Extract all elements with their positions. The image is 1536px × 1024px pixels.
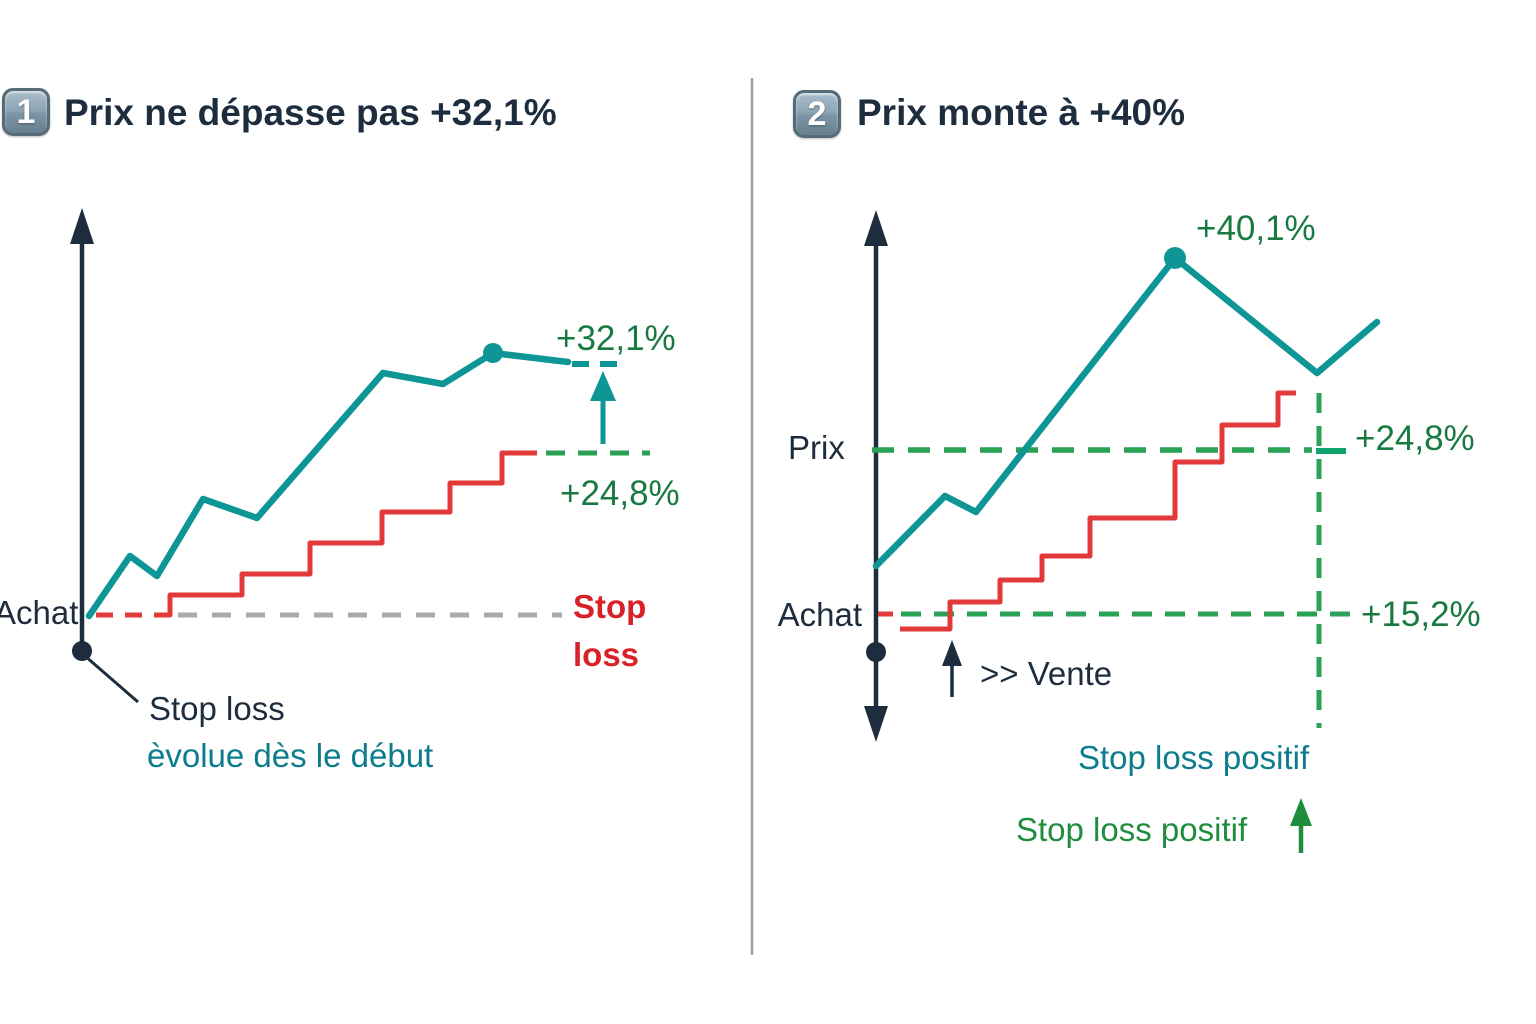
left-peak-percent-label: +32,1%: [556, 319, 676, 358]
left-panel-title: Prix ne dépasse pas +32,1%: [64, 92, 557, 133]
left-callout-title: Stop loss: [149, 690, 285, 727]
left-stoploss-label-line1: Stop: [573, 588, 647, 625]
left-step-badge: 1: [2, 88, 50, 136]
right-stop-loss-positif-green-label: Stop loss positif: [1016, 811, 1248, 848]
left-stop-level-percent-label: +24,8%: [560, 474, 680, 513]
right-lower-percent-label: +15,2%: [1361, 595, 1481, 634]
right-vente-label: >> Vente: [980, 655, 1113, 692]
left-chart: [70, 208, 650, 704]
right-achat-label: Achat: [777, 596, 862, 633]
right-stop-loss-positif-teal-label: Stop loss positif: [1078, 739, 1310, 776]
right-axis-down-arrow-icon: [864, 706, 888, 742]
right-upper-percent-label: +24,8%: [1355, 419, 1475, 458]
left-callout-subtitle: èvolue dès le début: [147, 737, 434, 774]
left-price-line: [85, 349, 572, 620]
right-axis-up-arrow-icon: [864, 210, 888, 246]
left-gain-arrow-head-icon: [590, 371, 616, 401]
left-callout-leader-line: [84, 654, 139, 704]
right-positif-arrow-head-icon: [1290, 798, 1312, 826]
right-prix-label: Prix: [788, 429, 845, 466]
left-price-peak-dot: [483, 343, 503, 363]
right-chart: [864, 210, 1381, 853]
left-stoploss-label-line2: loss: [573, 635, 640, 673]
left-axis-up-arrow-icon: [70, 208, 94, 244]
right-vente-arrow-head-icon: [942, 640, 962, 666]
right-step-badge: 2: [793, 90, 841, 138]
right-peak-percent-label: +40,1%: [1196, 209, 1316, 248]
right-axis-dot: [866, 642, 886, 662]
left-stoploss-staircase-line: [167, 450, 537, 618]
right-stoploss-staircase-line: [900, 390, 1296, 632]
right-price-line: [872, 254, 1381, 570]
left-achat-label: Achat: [0, 594, 79, 631]
right-price-peak-dot: [1164, 247, 1186, 269]
right-panel-title: Prix monte à +40%: [857, 92, 1186, 133]
left-stoploss-label: Stop loss: [573, 583, 646, 679]
